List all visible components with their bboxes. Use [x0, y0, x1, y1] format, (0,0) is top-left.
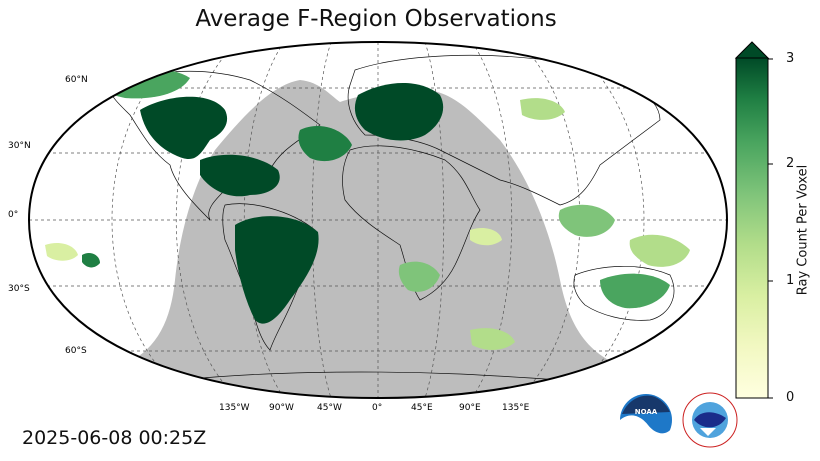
globe-outline: [27, 40, 729, 400]
colorbar-tick-0: 0: [786, 390, 795, 405]
colorbar-gradient: [735, 57, 769, 399]
colorbar-extend-arrow: [734, 41, 770, 59]
lat-label-60n: 60°N: [65, 75, 88, 85]
lon-label-135w: 135°W: [219, 403, 250, 413]
colorbar: [734, 41, 773, 399]
lon-label-90e: 90°E: [459, 403, 481, 413]
chart-title: Average F-Region Observations: [195, 6, 557, 32]
patch-west-pacific: [45, 243, 78, 261]
patch-caribbean: [200, 154, 280, 197]
svg-text:NOAA: NOAA: [635, 408, 658, 416]
patch-indian: [470, 228, 502, 246]
lat-label-30s: 30°S: [8, 284, 30, 294]
patch-northern-asia: [520, 98, 565, 120]
lon-label-45e: 45°E: [411, 403, 433, 413]
patch-australia: [600, 273, 670, 309]
colorbar-tick-1: 1: [786, 273, 795, 288]
patch-pacific-east: [629, 234, 690, 267]
patch-europe: [354, 82, 444, 141]
colorbar-tick-3: 3: [786, 51, 795, 66]
lon-label-90w: 90°W: [269, 403, 294, 413]
colorbar-tick-2: 2: [786, 156, 795, 171]
lat-label-0: 0°: [8, 210, 19, 220]
lat-label-60s: 60°S: [65, 346, 87, 356]
colorbar-tick-marks: [768, 58, 773, 399]
patch-asia: [558, 204, 615, 237]
lon-label-0: 0°: [372, 403, 383, 413]
noaa-logo: NOAA: [620, 394, 672, 446]
timestamp: 2025-06-08 00:25Z: [22, 427, 207, 449]
patch-southern-ocean: [470, 328, 515, 350]
colorbar-label: Ray Count Per Voxel: [795, 164, 811, 296]
patch-south-pacific: [82, 252, 100, 268]
nws-logo: [682, 392, 738, 448]
lat-label-30n: 30°N: [8, 141, 31, 151]
patch-north-america: [140, 96, 228, 160]
patch-africa-south: [398, 261, 440, 292]
patch-atlantic: [298, 125, 352, 162]
patch-south-america: [235, 216, 319, 324]
ray-count-overlay: [45, 68, 690, 350]
lon-label-45w: 45°W: [317, 403, 342, 413]
lon-label-135e: 135°E: [502, 403, 530, 413]
